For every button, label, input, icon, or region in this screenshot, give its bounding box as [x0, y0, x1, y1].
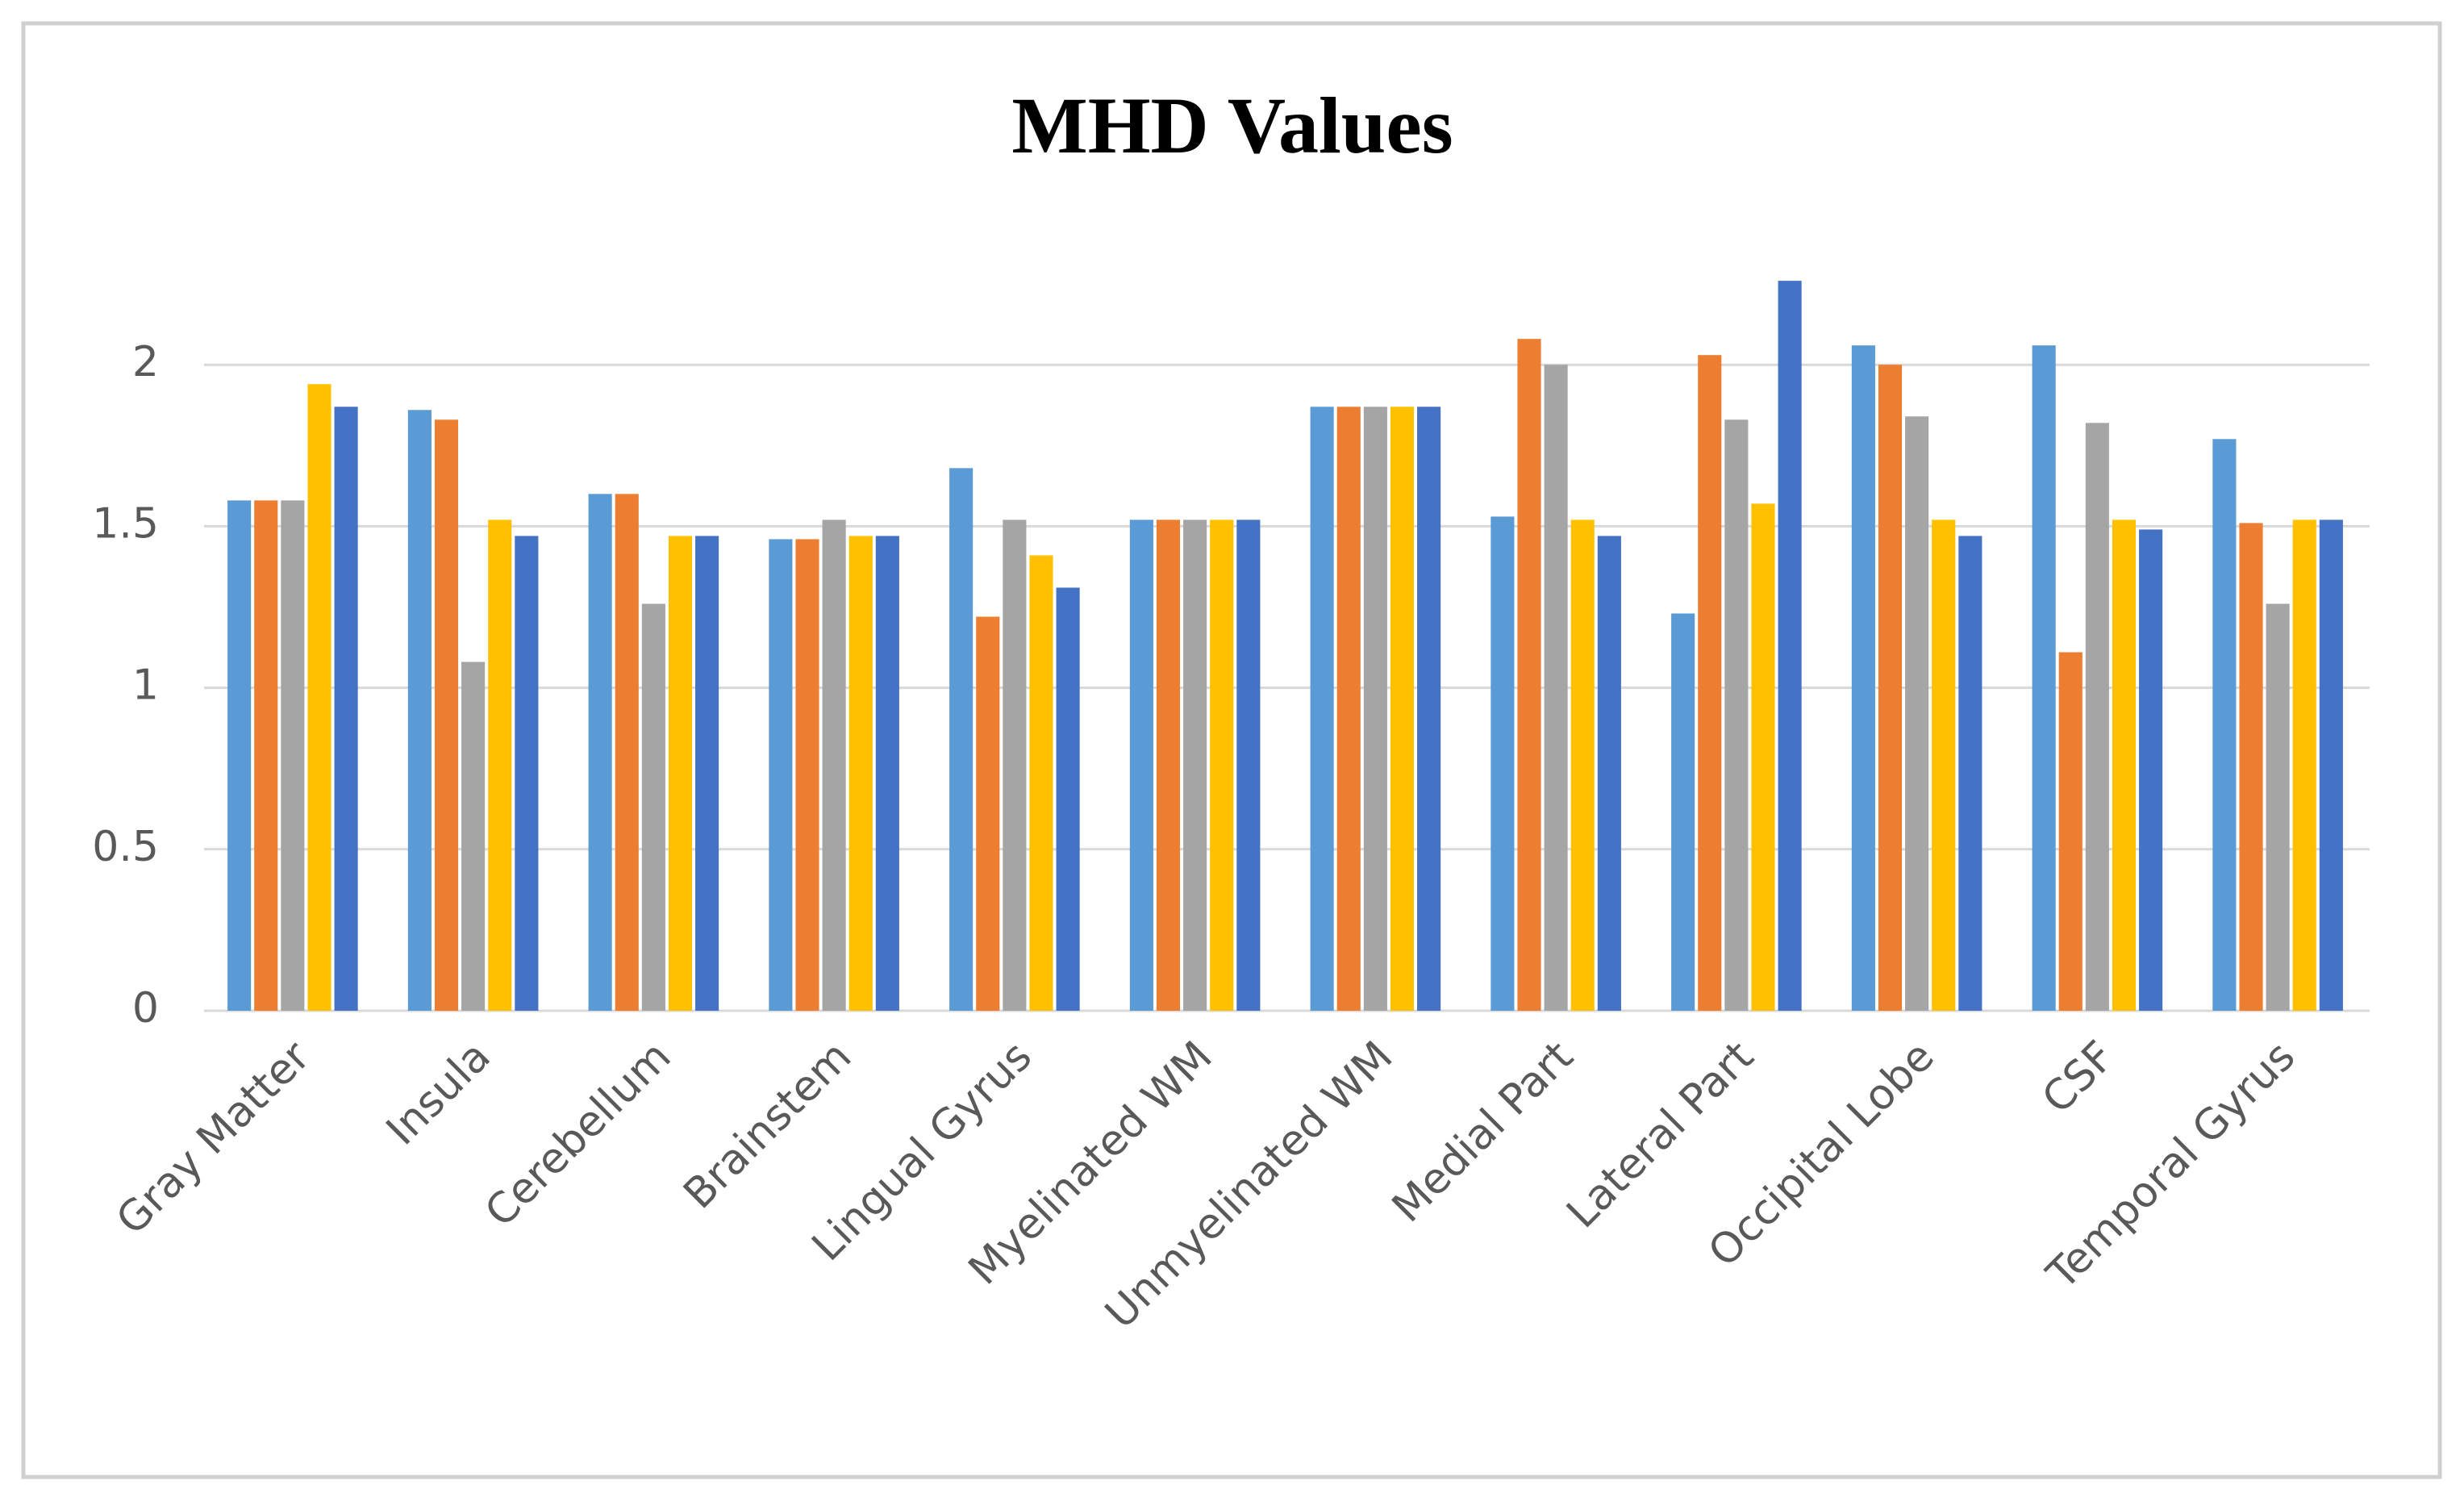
bar: [2319, 519, 2343, 1011]
bar: [2085, 423, 2109, 1011]
bar: [1490, 516, 1515, 1011]
bar: [1958, 536, 1982, 1011]
y-tick-label: 0.5: [92, 823, 159, 871]
bar: [1310, 407, 1334, 1011]
bar: [515, 536, 539, 1011]
bar: [1517, 339, 1541, 1012]
bar: [875, 536, 899, 1011]
bar: [1029, 555, 1053, 1011]
bar: [1056, 587, 1080, 1011]
bar: [227, 500, 252, 1011]
bar: [488, 519, 512, 1011]
bar: [1417, 407, 1441, 1011]
y-tick-label: 0: [132, 984, 159, 1033]
bar: [795, 539, 819, 1011]
bar: [1778, 281, 1802, 1011]
bar: [1751, 503, 1775, 1011]
bar: [1851, 345, 1875, 1011]
bar: [1236, 519, 1261, 1011]
bar: [307, 384, 331, 1011]
bar: [695, 536, 719, 1011]
bar: [1878, 365, 1903, 1011]
bar: [1183, 519, 1207, 1011]
bar: [281, 500, 305, 1011]
bar: [254, 500, 278, 1011]
bar: [1671, 613, 1695, 1011]
bar: [461, 661, 486, 1011]
bar: [615, 494, 639, 1011]
bar: [1003, 519, 1027, 1011]
bar: [1390, 407, 1415, 1011]
bar: [434, 419, 459, 1011]
y-tick-label: 2: [132, 338, 159, 386]
bar: [641, 603, 665, 1011]
bar: [1156, 519, 1181, 1011]
bar: [2239, 523, 2263, 1011]
bar: [2032, 345, 2056, 1011]
bar: [588, 494, 612, 1011]
bar: [1905, 416, 1929, 1011]
bar: [2112, 519, 2137, 1011]
bar: [2266, 603, 2290, 1011]
bar: [2212, 439, 2237, 1011]
chart-title: MHD Values: [1011, 81, 1453, 170]
bar: [769, 539, 793, 1011]
bar: [668, 536, 693, 1011]
bar: [1544, 365, 1568, 1011]
bar: [334, 407, 358, 1011]
bar: [1698, 355, 1722, 1011]
y-tick-label: 1: [132, 661, 159, 710]
bar: [1724, 419, 1749, 1011]
bar: [2292, 519, 2316, 1011]
bar: [1570, 519, 1595, 1011]
bar: [848, 536, 873, 1011]
bar: [1210, 519, 1234, 1011]
bar: [2139, 529, 2163, 1011]
y-tick-label: 1.5: [92, 499, 159, 548]
bar: [822, 519, 846, 1011]
bar: [976, 616, 1000, 1011]
bar: [1336, 407, 1361, 1011]
bar: [1129, 519, 1153, 1011]
bar: [1932, 519, 1956, 1011]
bar: [1597, 536, 1621, 1011]
bar: [2058, 652, 2083, 1011]
bar: [1363, 407, 1387, 1011]
bar: [949, 468, 974, 1011]
bar: [407, 410, 432, 1012]
